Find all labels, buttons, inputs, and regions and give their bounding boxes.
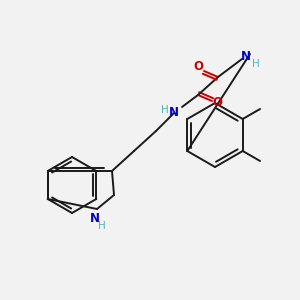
Text: O: O [193, 61, 203, 74]
Text: N: N [241, 50, 251, 64]
Text: N: N [169, 106, 179, 119]
Text: H: H [98, 221, 106, 231]
Text: O: O [212, 95, 222, 109]
Text: H: H [252, 59, 260, 69]
Text: N: N [90, 212, 100, 226]
Text: H: H [161, 105, 169, 115]
